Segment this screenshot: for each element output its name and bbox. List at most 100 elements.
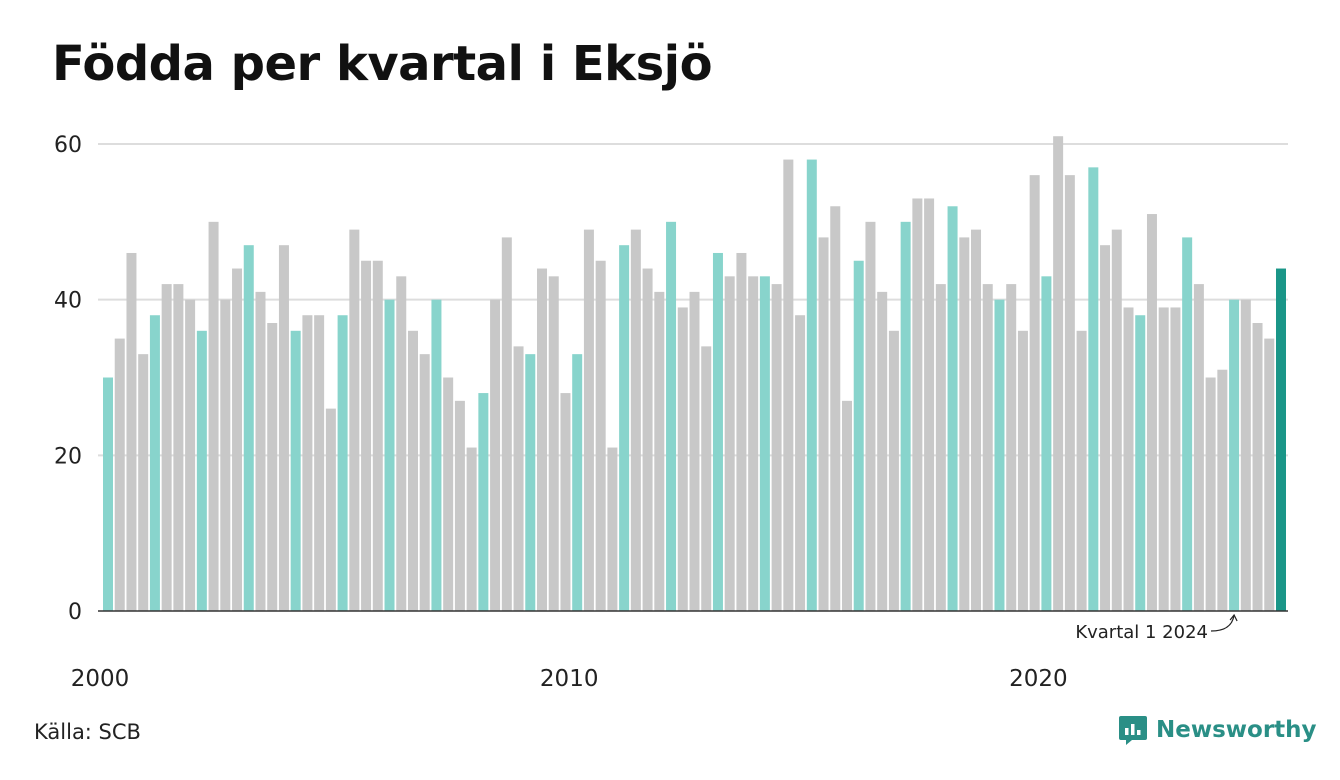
bar-2003-q2 (255, 291, 266, 611)
bar-2013-q4 (748, 276, 759, 611)
y-tick-label-20: 20 (54, 444, 82, 469)
bar-2014-q1 (759, 276, 770, 611)
bar-2005-q2 (349, 229, 360, 611)
bar-2024-q2 (1240, 299, 1251, 611)
y-tick-label-60: 60 (54, 133, 82, 158)
bar-2018-q3 (971, 229, 982, 611)
brand-name: Newsworthy (1156, 717, 1317, 743)
bar-2011-q2 (630, 229, 641, 611)
bar-2014-q2 (771, 284, 782, 611)
bar-2006-q3 (407, 330, 418, 611)
x-tick-label-2010: 2010 (540, 666, 599, 692)
chart-title: Födda per kvartal i Eksjö (52, 36, 713, 92)
newsworthy-logo-icon (1119, 716, 1147, 745)
y-tick-label-0: 0 (68, 600, 82, 625)
bar-2012-q4 (701, 346, 712, 611)
bar-2004-q3 (314, 315, 325, 611)
y-axis-ticks: 0 20 40 60 (54, 133, 82, 625)
bar-2008-q2 (490, 299, 501, 611)
bar-2003-q3 (267, 323, 278, 611)
bar-2012-q2 (677, 307, 688, 611)
x-tick-label-2020: 2020 (1009, 666, 1068, 692)
bar-2004-q2 (302, 315, 313, 611)
bar-2010-q2 (583, 229, 594, 611)
bar-2003-q4 (278, 245, 289, 611)
bar-2006-q2 (396, 276, 407, 611)
bar-2011-q3 (642, 268, 653, 611)
bars (98, 136, 1288, 612)
bar-2015-q4 (841, 400, 852, 611)
y-tick-label-40: 40 (54, 289, 82, 314)
bar-2005-q3 (361, 260, 372, 611)
bar-2007-q4 (466, 447, 477, 611)
x-tick-label-2000: 2000 (71, 666, 130, 692)
bar-2024-q4 (1264, 338, 1275, 611)
bar-2025-q1 (1276, 268, 1286, 611)
bar-2001-q2 (161, 284, 172, 611)
bar-2018-q1 (947, 206, 958, 611)
bar-2007-q1 (431, 299, 442, 611)
brand[interactable]: Newsworthy (1118, 714, 1317, 746)
bar-2008-q1 (478, 393, 489, 611)
bar-2007-q2 (443, 377, 454, 611)
bar-2015-q1 (806, 159, 817, 612)
annotation-arrow (1210, 614, 1235, 632)
bar-2021-q1 (1088, 167, 1099, 611)
bar-2005-q1 (337, 315, 348, 611)
bar-2019-q1 (994, 299, 1005, 611)
bar-2016-q2 (865, 221, 876, 612)
bar-2018-q2 (959, 237, 970, 611)
bar-2021-q3 (1111, 229, 1122, 611)
bar-2019-q4 (1029, 175, 1040, 611)
bar-2017-q2 (912, 198, 923, 611)
source-note: Källa: SCB (34, 720, 141, 744)
bar-2004-q4 (325, 408, 336, 611)
bar-2009-q1 (525, 354, 536, 611)
bar-2013-q2 (724, 276, 735, 611)
bar-2021-q2 (1100, 245, 1111, 611)
bar-2010-q4 (607, 447, 618, 611)
bar-2017-q4 (935, 284, 946, 611)
bar-2022-q1 (1135, 315, 1146, 611)
bar-2009-q3 (548, 276, 559, 611)
bar-2020-q1 (1041, 276, 1052, 611)
bar-2022-q4 (1170, 307, 1181, 611)
bar-2000-q4 (138, 354, 149, 611)
bar-2012-q3 (689, 291, 700, 611)
bar-2002-q3 (220, 299, 231, 611)
bar-2013-q3 (736, 252, 747, 611)
bar-2019-q2 (1006, 284, 1017, 611)
bar-2005-q4 (372, 260, 383, 611)
bar-2012-q1 (666, 221, 677, 612)
bar-2020-q2 (1053, 136, 1064, 611)
bar-2024-q3 (1252, 323, 1263, 611)
bar-2006-q4 (419, 354, 430, 611)
bar-2003-q1 (243, 245, 254, 611)
bar-2009-q4 (560, 393, 571, 611)
bar-2023-q4 (1217, 369, 1228, 611)
bar-2014-q4 (795, 315, 806, 611)
bar-2001-q4 (185, 299, 196, 611)
bar-2011-q4 (654, 291, 665, 611)
bar-2014-q3 (783, 159, 794, 612)
bar-2008-q3 (501, 237, 512, 611)
bar-2000-q3 (126, 252, 137, 611)
bar-2001-q3 (173, 284, 184, 611)
bar-2015-q3 (830, 206, 841, 611)
bar-2000-q1 (103, 377, 113, 611)
x-axis-ticks: 2000 2010 2020 (71, 666, 1068, 692)
bar-2023-q3 (1205, 377, 1216, 611)
bar-2009-q2 (537, 268, 548, 611)
bar-2020-q3 (1064, 175, 1075, 611)
bar-2023-q2 (1193, 284, 1204, 611)
bar-2008-q4 (513, 346, 524, 611)
bar-2024-q1 (1229, 299, 1240, 611)
bar-2004-q1 (290, 330, 301, 611)
bar-2016-q1 (853, 260, 864, 611)
bar-2011-q1 (619, 245, 630, 611)
bar-2017-q3 (924, 198, 935, 611)
bar-2016-q4 (888, 330, 899, 611)
annotation: Kvartal 1 2024 (1075, 613, 1238, 643)
bar-2002-q1 (196, 330, 207, 611)
